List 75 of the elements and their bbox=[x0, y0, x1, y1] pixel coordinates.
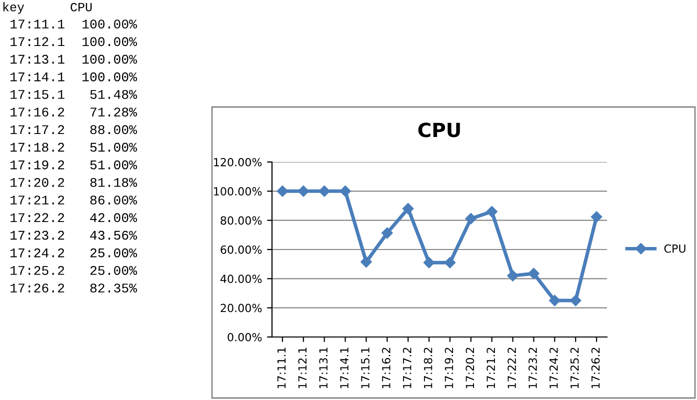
point bbox=[340, 186, 351, 197]
text: 17:15.1 bbox=[10, 90, 64, 99]
text: 17:26.2 bbox=[10, 284, 64, 293]
text: 17:20.2 bbox=[10, 178, 64, 187]
y-tick-label: 20.00% bbox=[220, 304, 262, 312]
text: 100.00% bbox=[82, 20, 137, 29]
text: 88.00% bbox=[90, 125, 137, 134]
legend-label: CPU bbox=[664, 244, 686, 253]
point bbox=[360, 256, 372, 268]
x-tick-label: 17:14.1 bbox=[340, 348, 348, 388]
y-tick-label: 40.00% bbox=[220, 274, 262, 284]
x-tick-label: 17:22.2 bbox=[508, 348, 516, 388]
x-tick-label: 17:16.2 bbox=[382, 348, 390, 388]
point bbox=[507, 270, 518, 282]
text: 51.00% bbox=[90, 142, 137, 152]
x-tick-label: 17:21.2 bbox=[486, 348, 495, 388]
text: 100.00% bbox=[82, 72, 137, 82]
text: 17:11.1 bbox=[10, 20, 64, 28]
x-tick-label: 17:20.2 bbox=[466, 348, 474, 388]
text: 42.00% bbox=[90, 213, 137, 222]
text: 25.00% bbox=[90, 266, 137, 275]
point bbox=[590, 211, 602, 223]
text: 71.28% bbox=[90, 108, 137, 117]
text: key bbox=[3, 2, 24, 14]
text: 17:19.2 bbox=[10, 160, 64, 170]
text: 17:17.2 bbox=[10, 125, 64, 134]
point bbox=[318, 186, 330, 197]
x-tick-label: 17:11.1 bbox=[277, 348, 286, 388]
text: 100.00% bbox=[82, 54, 137, 64]
text: 17:18.2 bbox=[10, 142, 64, 152]
y-tick-label: 0.00% bbox=[228, 332, 262, 342]
point bbox=[570, 294, 582, 306]
x-tick-label: 17:19.2 bbox=[444, 348, 454, 388]
text: 86.00% bbox=[90, 196, 137, 205]
x-tick-label: 17:24.2 bbox=[549, 348, 558, 388]
point bbox=[444, 257, 456, 268]
y-tick-label: 120.00% bbox=[214, 158, 262, 166]
text: 17:16.2 bbox=[10, 108, 64, 117]
point bbox=[423, 257, 435, 268]
text: 51.48% bbox=[90, 90, 137, 99]
point bbox=[528, 268, 540, 280]
x-tick-label: 17:23.2 bbox=[528, 348, 537, 388]
point bbox=[382, 227, 393, 239]
point bbox=[549, 294, 560, 306]
text: 17:22.2 bbox=[10, 213, 64, 222]
point bbox=[486, 206, 498, 218]
chart-title: CPU bbox=[418, 122, 460, 138]
text: 17:12.1 bbox=[10, 37, 64, 46]
x-tick-label: 17:18.2 bbox=[424, 348, 432, 388]
text: 17:23.2 bbox=[10, 230, 64, 240]
point bbox=[276, 186, 288, 197]
text: 25.00% bbox=[90, 248, 137, 258]
text: 51.00% bbox=[90, 160, 137, 170]
text: 17:24.2 bbox=[10, 248, 64, 258]
x-tick-label: 17:12.1 bbox=[298, 348, 306, 388]
text: 81.18% bbox=[90, 178, 137, 187]
x-tick-label: 17:25.2 bbox=[570, 348, 579, 388]
x-tick-label: 17:15.1 bbox=[361, 348, 370, 388]
x-tick-label: 17:17.2 bbox=[402, 348, 412, 388]
x-tick-label: 17:26.2 bbox=[591, 348, 600, 388]
text: CPU bbox=[70, 2, 92, 12]
x-tick-label: 17:13.1 bbox=[319, 348, 328, 388]
point bbox=[465, 213, 477, 224]
text: 17:21.2 bbox=[10, 196, 64, 204]
text: 100.00% bbox=[82, 37, 137, 46]
y-tick-label: 60.00% bbox=[220, 245, 262, 254]
text: 43.56% bbox=[90, 230, 137, 240]
text: 82.35% bbox=[90, 284, 137, 293]
text: 17:14.1 bbox=[10, 72, 64, 82]
point bbox=[298, 186, 310, 197]
y-tick-label: 80.00% bbox=[220, 216, 262, 225]
y-tick-label: 100.00% bbox=[214, 187, 262, 196]
text: 17:25.2 bbox=[10, 266, 64, 275]
point bbox=[402, 203, 414, 214]
text: 17:13.1 bbox=[10, 54, 64, 64]
